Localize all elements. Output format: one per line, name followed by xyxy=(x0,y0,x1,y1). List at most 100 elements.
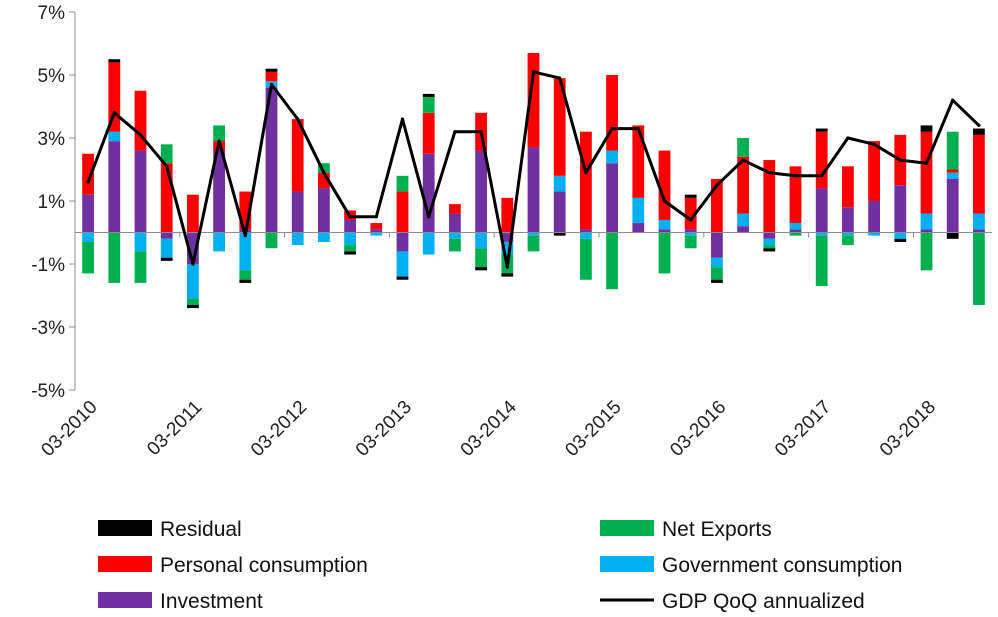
bar-personal-consumption xyxy=(606,75,618,151)
gdp-qoq-point xyxy=(872,142,876,146)
bar-investment xyxy=(501,232,514,242)
bar-residual xyxy=(501,273,514,277)
bar-net-exports xyxy=(187,298,199,305)
bar-personal-consumption xyxy=(973,134,985,214)
y-tick-label: -5% xyxy=(31,381,65,402)
bar-investment xyxy=(160,232,173,239)
bar-residual xyxy=(711,279,723,283)
bar-personal-consumption xyxy=(449,204,461,214)
bar-government-consumption xyxy=(239,232,252,271)
bar-residual xyxy=(553,232,566,236)
bar-government-consumption xyxy=(527,232,540,236)
bar-investment xyxy=(82,194,94,233)
bar-residual xyxy=(160,257,173,261)
bar-government-consumption xyxy=(187,264,199,299)
x-tick-label: 03-2015 xyxy=(561,397,625,461)
gdp-qoq-point xyxy=(165,164,169,168)
y-tick-label: 5% xyxy=(38,66,66,87)
gdp-qoq-point xyxy=(636,126,640,131)
bar-personal-consumption xyxy=(108,62,121,132)
bar-personal-consumption xyxy=(763,160,776,233)
bar-residual xyxy=(815,128,828,132)
bar-personal-consumption xyxy=(422,112,435,154)
bar-investment xyxy=(108,141,121,233)
bar-personal-consumption xyxy=(684,197,697,230)
bar-net-exports xyxy=(920,232,933,271)
bar-investment xyxy=(527,147,540,233)
bar-net-exports xyxy=(606,232,618,290)
bar-net-exports xyxy=(842,235,854,246)
bar-net-exports xyxy=(815,235,828,287)
gdp-qoq-point xyxy=(296,117,300,121)
legend-label-gdp-qoq-annualized: GDP QoQ annualized xyxy=(662,590,865,613)
bar-residual xyxy=(920,125,933,132)
bar-personal-consumption xyxy=(160,163,173,233)
bar-investment xyxy=(868,201,880,233)
bar-personal-consumption xyxy=(501,197,514,233)
bar-government-consumption xyxy=(396,251,409,277)
bar-investment xyxy=(763,232,776,239)
legend-swatch-investment xyxy=(98,592,152,608)
bar-government-consumption xyxy=(501,241,514,255)
bar-residual xyxy=(344,251,356,255)
bar-residual xyxy=(946,232,959,239)
bar-net-exports xyxy=(344,245,356,252)
bar-investment xyxy=(370,229,383,233)
bar-investment xyxy=(344,219,356,233)
bar-investment xyxy=(842,207,854,233)
bar-residual xyxy=(422,93,435,98)
bar-government-consumption xyxy=(318,232,330,242)
bar-net-exports xyxy=(658,232,671,274)
bar-personal-consumption xyxy=(920,131,933,214)
bar-investment xyxy=(475,150,487,233)
gdp-qoq-point xyxy=(374,215,378,219)
bar-personal-consumption xyxy=(396,191,409,233)
bar-net-exports xyxy=(134,251,147,283)
bar-investment xyxy=(449,213,461,233)
bar-personal-consumption xyxy=(580,131,592,230)
bar-government-consumption xyxy=(632,197,645,224)
bar-residual xyxy=(973,128,985,135)
bar-investment xyxy=(894,185,907,233)
gdp-qoq-point xyxy=(820,174,824,178)
bar-investment xyxy=(580,229,592,233)
bar-personal-consumption xyxy=(527,52,540,148)
bar-residual xyxy=(396,276,409,280)
bar-net-exports xyxy=(711,267,723,280)
bar-government-consumption xyxy=(711,257,723,268)
gdp-qoq-point xyxy=(86,180,90,184)
bar-government-consumption xyxy=(868,232,880,236)
bar-personal-consumption xyxy=(632,125,645,198)
bar-net-exports xyxy=(580,238,592,280)
bar-personal-consumption xyxy=(789,166,802,224)
gdp-qoq-point xyxy=(217,139,221,143)
legend-label-personal-consumption: Personal consumption xyxy=(160,554,368,577)
gdp-qoq-point xyxy=(924,161,929,165)
bar-government-consumption xyxy=(553,175,566,192)
bar-personal-consumption xyxy=(318,172,330,189)
bar-government-consumption xyxy=(475,232,487,249)
bar-government-consumption xyxy=(842,232,854,236)
gdp-qoq-point xyxy=(269,82,274,87)
bar-government-consumption xyxy=(422,232,435,255)
gdp-qoq-point xyxy=(191,262,195,266)
bar-net-exports xyxy=(475,248,487,268)
gdp-qoq-point xyxy=(898,158,902,162)
bar-investment xyxy=(396,232,409,252)
bar-personal-consumption xyxy=(711,178,723,233)
bar-net-exports xyxy=(737,138,749,157)
bar-net-exports xyxy=(318,163,330,173)
bar-government-consumption xyxy=(344,232,356,246)
legend-swatch-residual xyxy=(98,520,152,536)
bar-personal-consumption xyxy=(291,119,304,192)
bar-investment xyxy=(658,229,671,233)
y-tick-label: 1% xyxy=(38,192,66,213)
bar-personal-consumption xyxy=(187,194,199,233)
bar-investment xyxy=(422,153,435,233)
bar-residual xyxy=(763,248,776,252)
gdp-qoq-point xyxy=(715,183,719,187)
bar-investment xyxy=(291,191,304,233)
bar-investment xyxy=(265,87,278,233)
